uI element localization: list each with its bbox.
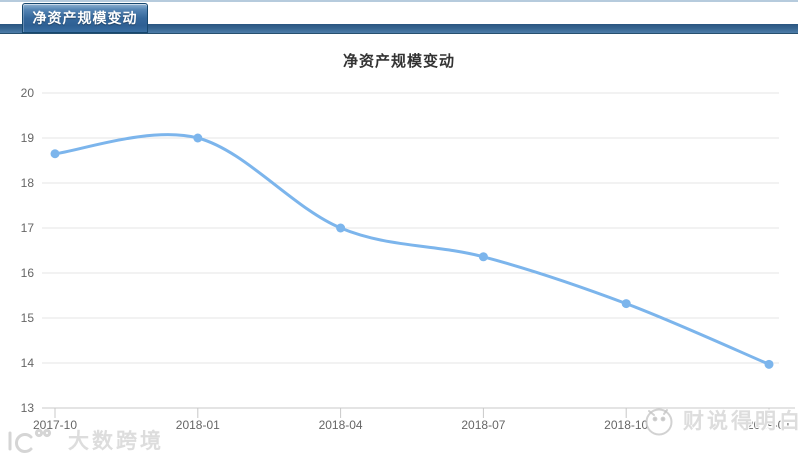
y-axis-label: 18	[21, 176, 35, 190]
data-point-marker[interactable]	[478, 252, 488, 262]
data-point-marker[interactable]	[764, 359, 774, 369]
x-axis-label: 2018-10	[604, 418, 648, 432]
data-point-marker[interactable]	[50, 149, 60, 159]
header-divider-bar	[0, 24, 798, 34]
series-line	[53, 133, 771, 366]
tab-label: 净资产规模变动	[32, 10, 138, 26]
y-axis-label: 20	[21, 86, 35, 100]
data-point-marker[interactable]	[336, 223, 346, 233]
y-axis-label: 15	[21, 311, 35, 325]
data-point-marker[interactable]	[193, 133, 203, 143]
top-border-line	[0, 0, 798, 2]
data-point-marker[interactable]	[621, 299, 631, 309]
x-axis-label: 2017-10	[33, 418, 77, 432]
x-axis-label: 2018-01	[176, 418, 220, 432]
y-axis-label: 13	[21, 401, 35, 415]
x-axis-label: 2019-01	[747, 418, 791, 432]
x-axis-label: 2018-07	[461, 418, 505, 432]
y-axis-label: 17	[21, 221, 35, 235]
y-axis-label: 19	[21, 131, 35, 145]
tab-net-asset-change[interactable]: 净资产规模变动	[22, 3, 148, 33]
y-axis-label: 16	[21, 266, 35, 280]
y-axis-label: 14	[21, 356, 35, 370]
x-axis-label: 2018-04	[319, 418, 363, 432]
chart-title: 净资产规模变动	[342, 53, 455, 70]
